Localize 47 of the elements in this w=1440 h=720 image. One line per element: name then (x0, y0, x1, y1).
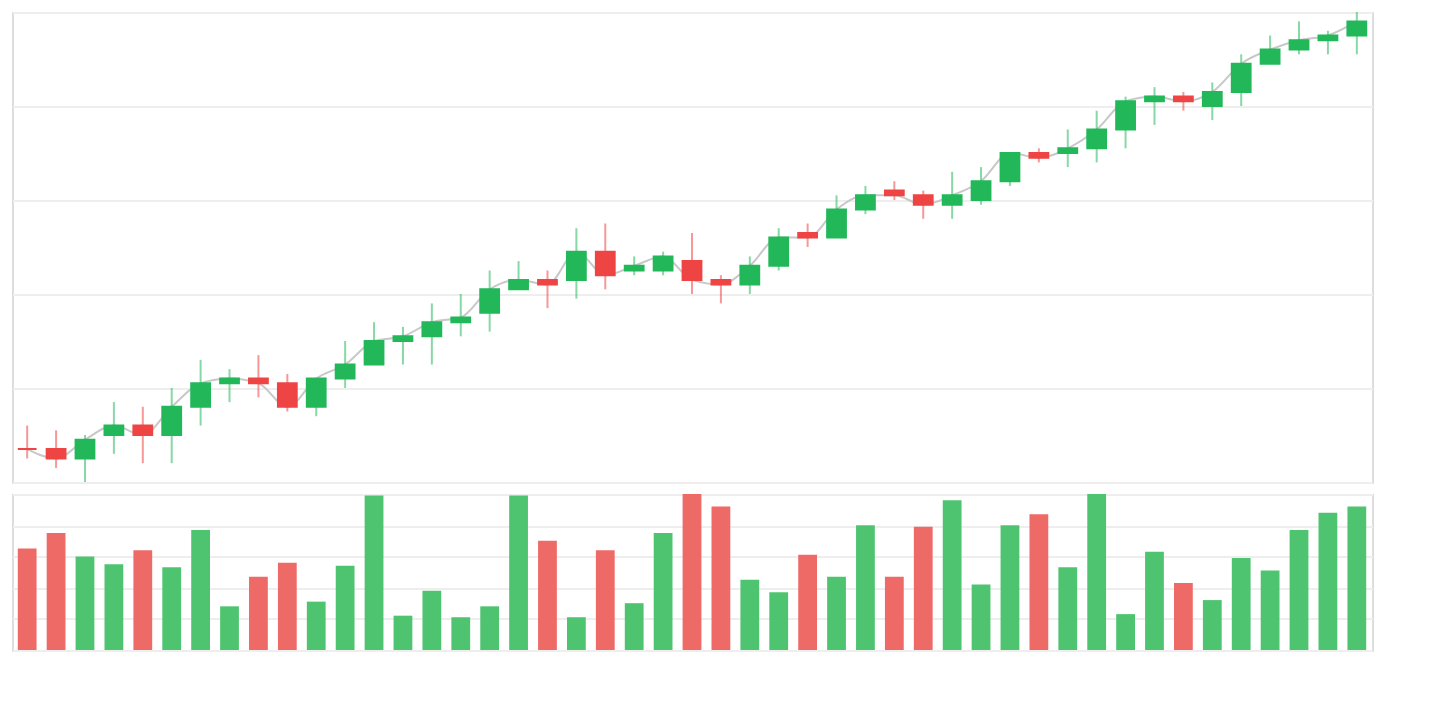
bar (682, 494, 702, 650)
bar (249, 576, 268, 650)
bar (480, 606, 500, 650)
bar (769, 592, 789, 650)
bar (1202, 600, 1222, 650)
bar (1000, 525, 1020, 650)
bar (1058, 567, 1078, 650)
bar (1116, 614, 1135, 650)
bar (220, 606, 239, 650)
bar (1087, 494, 1107, 650)
bar (422, 590, 442, 650)
bar (1318, 512, 1338, 650)
bar (856, 525, 875, 650)
bar (913, 526, 933, 650)
bar (393, 615, 413, 650)
bar (566, 617, 586, 650)
bar (306, 601, 326, 650)
bar (17, 548, 37, 650)
bar (798, 554, 818, 650)
bar (133, 550, 153, 650)
bar (1029, 514, 1049, 650)
bar (942, 500, 962, 650)
bar (364, 495, 384, 650)
bar (1260, 570, 1280, 650)
bar (335, 565, 355, 650)
bar (451, 617, 471, 650)
bar (971, 584, 991, 650)
bar (1174, 582, 1193, 650)
bar (1145, 551, 1164, 650)
bar (827, 576, 846, 650)
bar (624, 603, 644, 650)
bar (1231, 557, 1251, 650)
bar (884, 576, 904, 650)
bar (277, 562, 297, 650)
bar (75, 556, 95, 650)
bar (509, 495, 528, 650)
bar (191, 529, 210, 650)
bar (1347, 506, 1367, 650)
bar (1289, 529, 1309, 650)
bar (653, 533, 673, 650)
bar (538, 540, 557, 650)
bar (711, 506, 731, 650)
bar (104, 564, 124, 650)
bar (595, 550, 615, 650)
bar (46, 533, 66, 650)
bar (162, 567, 182, 650)
bar (740, 579, 760, 650)
